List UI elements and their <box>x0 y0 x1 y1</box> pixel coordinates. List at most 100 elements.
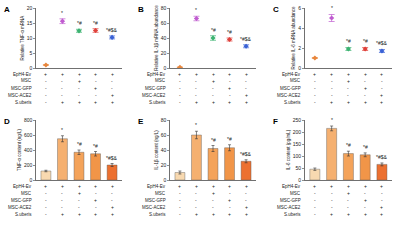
svg-text:40: 40 <box>161 35 167 41</box>
svg-text:0: 0 <box>164 177 167 183</box>
svg-text:+: + <box>212 78 215 84</box>
svg-text:MSC-GFP: MSC-GFP <box>280 86 301 91</box>
svg-text:-: - <box>78 204 80 210</box>
svg-text:-: - <box>78 85 80 91</box>
svg-text:-: - <box>245 78 247 84</box>
svg-text:+: + <box>313 183 316 189</box>
svg-text:-: - <box>95 92 97 98</box>
svg-text:+: + <box>380 204 383 210</box>
svg-text:-: - <box>78 197 80 203</box>
svg-text:+: + <box>195 183 198 189</box>
svg-text:*: * <box>195 7 197 13</box>
svg-text:EpH4-Ev: EpH4-Ev <box>13 184 32 189</box>
svg-text:+: + <box>380 211 383 217</box>
svg-text:MSC: MSC <box>290 191 301 196</box>
svg-text:+: + <box>330 71 333 77</box>
svg-text:C: C <box>273 5 279 14</box>
svg-text:+: + <box>364 99 367 105</box>
svg-text:*: * <box>61 127 63 133</box>
svg-text:-: - <box>331 197 333 203</box>
svg-text:+: + <box>330 211 333 217</box>
svg-text:-: - <box>347 92 349 98</box>
svg-text:EpH4-Ev: EpH4-Ev <box>13 72 32 77</box>
svg-text:+: + <box>78 71 81 77</box>
svg-text:-: - <box>314 204 316 210</box>
svg-text:*#$&: *#$& <box>106 27 118 33</box>
svg-text:+: + <box>330 99 333 105</box>
svg-text:-: - <box>61 92 63 98</box>
svg-text:MSC: MSC <box>21 191 32 196</box>
svg-text:+: + <box>212 211 215 217</box>
svg-text:S.uberis: S.uberis <box>149 212 166 217</box>
svg-text:+: + <box>347 190 350 196</box>
svg-text:-: - <box>195 92 197 98</box>
svg-text:0: 0 <box>298 65 301 71</box>
svg-text:+: + <box>330 183 333 189</box>
svg-text:+: + <box>380 99 383 105</box>
svg-text:A: A <box>4 5 10 14</box>
svg-text:+: + <box>212 71 215 77</box>
svg-text:-: - <box>61 197 63 203</box>
svg-text:+: + <box>228 71 231 77</box>
svg-text:*#: *# <box>93 143 98 149</box>
svg-text:-: - <box>364 92 366 98</box>
svg-text:-: - <box>331 78 333 84</box>
svg-text:-: - <box>245 85 247 91</box>
svg-text:50: 50 <box>296 165 302 171</box>
svg-text:*: * <box>331 117 333 123</box>
svg-text:200: 200 <box>293 129 302 135</box>
svg-text:*#$&: *#$& <box>376 154 388 160</box>
svg-text:0: 0 <box>30 65 33 71</box>
svg-text:MSC: MSC <box>155 191 166 196</box>
svg-text:-: - <box>179 197 181 203</box>
svg-text:-: - <box>45 190 47 196</box>
svg-text:-: - <box>314 92 316 98</box>
svg-text:*#$&: *#$& <box>376 40 388 46</box>
svg-text:20: 20 <box>161 50 167 56</box>
svg-text:+: + <box>94 197 97 203</box>
svg-text:+: + <box>347 71 350 77</box>
svg-text:MSC-GFP: MSC-GFP <box>145 86 166 91</box>
svg-text:+: + <box>228 211 231 217</box>
svg-text:+: + <box>245 211 248 217</box>
svg-text:-: - <box>45 211 47 217</box>
svg-text:B: B <box>138 5 144 14</box>
svg-text:-: - <box>111 197 113 203</box>
svg-text:-: - <box>61 190 63 196</box>
svg-text:S.uberis: S.uberis <box>284 100 301 105</box>
svg-text:-: - <box>195 190 197 196</box>
svg-text:40: 40 <box>161 147 167 153</box>
svg-text:MSC-ACE2: MSC-ACE2 <box>277 93 301 98</box>
svg-text:-: - <box>195 85 197 91</box>
svg-text:TNF-α content (ng/L): TNF-α content (ng/L) <box>17 129 22 171</box>
svg-text:+: + <box>228 197 231 203</box>
svg-text:+: + <box>364 211 367 217</box>
svg-text:+: + <box>111 92 114 98</box>
svg-text:EpH4-Ev: EpH4-Ev <box>147 184 166 189</box>
svg-text:IL-1β content (ng/L): IL-1β content (ng/L) <box>154 130 159 170</box>
svg-text:-: - <box>364 204 366 210</box>
svg-text:+: + <box>212 190 215 196</box>
svg-text:*#: *# <box>77 20 82 26</box>
svg-text:+: + <box>78 99 81 105</box>
svg-text:20: 20 <box>161 162 167 168</box>
svg-text:MSC: MSC <box>290 78 301 83</box>
svg-text:*#: *# <box>363 38 368 44</box>
svg-text:-: - <box>245 190 247 196</box>
svg-text:-: - <box>195 204 197 210</box>
svg-text:+: + <box>111 99 114 105</box>
svg-text:*: * <box>331 5 333 11</box>
svg-text:*: * <box>195 122 197 128</box>
svg-text:+: + <box>195 71 198 77</box>
svg-text:-: - <box>45 92 47 98</box>
svg-text:-: - <box>212 204 214 210</box>
svg-text:MSC-ACE2: MSC-ACE2 <box>142 205 166 210</box>
svg-text:-: - <box>314 190 316 196</box>
svg-text:15: 15 <box>27 20 33 26</box>
svg-text:20: 20 <box>27 5 33 11</box>
svg-text:EpH4-Ev: EpH4-Ev <box>282 184 301 189</box>
svg-text:+: + <box>380 92 383 98</box>
svg-text:-: - <box>245 197 247 203</box>
svg-text:60: 60 <box>161 132 167 138</box>
svg-text:+: + <box>61 211 64 217</box>
